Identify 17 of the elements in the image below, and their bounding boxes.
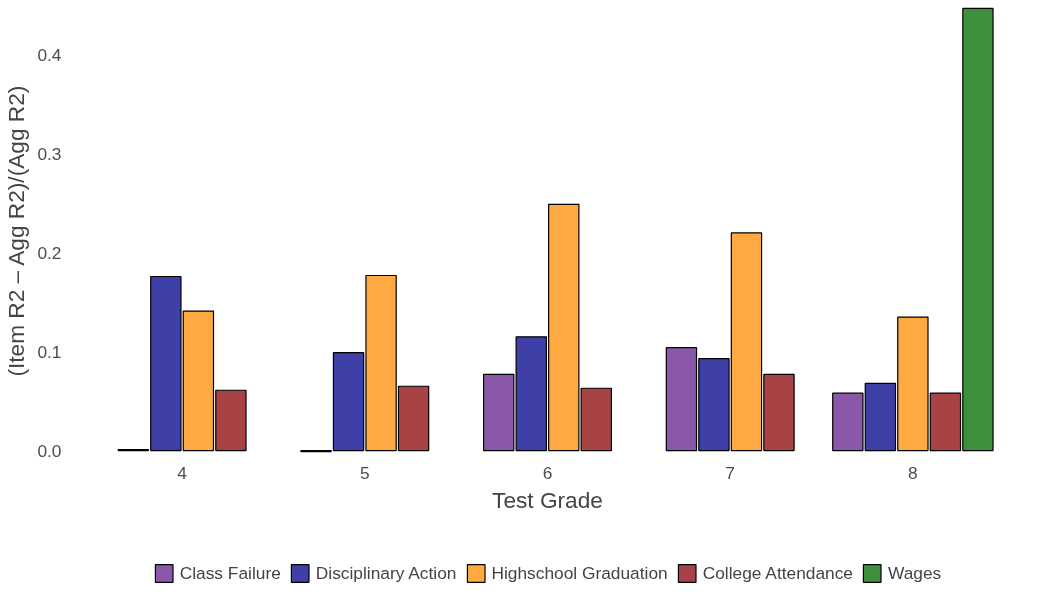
- y-tick-label: 0.4: [37, 44, 62, 65]
- y-axis-title: (Item R2 – Agg R2)/(Agg R2): [3, 85, 30, 377]
- legend-label: Highschool Graduation: [491, 562, 668, 584]
- y-tick-label: 0.1: [37, 341, 62, 362]
- legend-label: Disciplinary Action: [315, 562, 457, 584]
- x-tick-label: 8: [908, 462, 918, 483]
- y-tick-label: 0.2: [37, 242, 62, 263]
- y-tick-label: 0.3: [37, 143, 62, 164]
- x-tick-label: 7: [725, 462, 736, 483]
- x-tick-label: 4: [177, 462, 188, 483]
- x-tick-label: 6: [542, 462, 553, 483]
- x-tick-label: 5: [359, 462, 370, 483]
- legend-label: Wages: [888, 562, 942, 584]
- y-tick-label: 0.0: [37, 440, 62, 461]
- legend-label: Class Failure: [179, 562, 281, 584]
- legend-label: College Attendance: [702, 562, 853, 584]
- x-axis-title: Test Grade: [492, 486, 603, 513]
